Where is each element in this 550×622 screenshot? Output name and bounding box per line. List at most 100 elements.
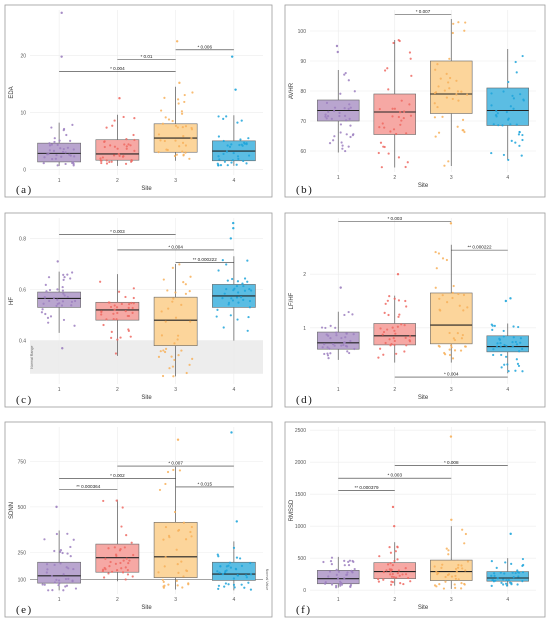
data-point <box>71 123 74 126</box>
data-point <box>229 314 232 317</box>
outlier-point <box>336 50 339 54</box>
data-point <box>130 541 133 544</box>
data-point <box>502 578 505 581</box>
data-point <box>434 68 437 71</box>
data-point <box>164 525 168 529</box>
data-point <box>330 556 334 559</box>
data-point <box>461 333 464 337</box>
data-point <box>64 577 68 581</box>
data-point <box>217 135 220 138</box>
outlier-point <box>235 520 238 523</box>
data-point <box>521 347 524 351</box>
data-point <box>517 575 520 578</box>
data-point <box>217 587 220 590</box>
data-point <box>121 571 125 574</box>
data-point <box>41 583 44 586</box>
data-point <box>512 576 515 579</box>
y-tick-label: 70 <box>300 119 306 125</box>
data-point <box>389 573 392 576</box>
data-point <box>173 154 177 158</box>
data-point <box>127 562 130 565</box>
data-point <box>347 560 350 563</box>
data-point <box>463 542 466 545</box>
data-point <box>391 107 394 110</box>
data-point <box>108 565 111 568</box>
data-point <box>339 580 342 583</box>
data-point <box>69 545 72 549</box>
box-3 <box>430 60 473 114</box>
data-point <box>328 570 332 573</box>
outlier-point <box>230 55 234 58</box>
data-point <box>325 101 329 104</box>
data-point <box>240 119 243 122</box>
data-point <box>501 124 504 127</box>
data-point <box>449 76 452 80</box>
x-tick-label: 4 <box>232 387 235 393</box>
data-point <box>109 305 113 309</box>
panel-5: 100 250 500 750 Normal Value * 0.007 * 0.002 * … <box>4 421 273 618</box>
data-point <box>493 324 496 328</box>
data-point <box>177 354 180 357</box>
data-point <box>434 250 437 254</box>
data-point <box>157 133 161 136</box>
data-point <box>245 142 248 145</box>
data-point <box>460 582 463 585</box>
panel-letter: (d) <box>296 394 313 406</box>
data-point <box>235 556 239 559</box>
data-point <box>162 538 165 541</box>
data-point <box>225 150 229 153</box>
significance-label: * 0.007 <box>168 461 183 466</box>
data-point <box>326 346 329 349</box>
data-point <box>226 164 229 167</box>
data-point <box>45 290 48 293</box>
data-point <box>131 575 134 578</box>
data-point <box>499 571 502 574</box>
outlier-point <box>509 297 512 300</box>
data-point <box>409 114 413 117</box>
data-point <box>59 562 62 565</box>
data-point <box>62 292 65 295</box>
data-point <box>405 344 408 347</box>
data-point <box>112 312 115 315</box>
y-tick-label: 0.6 <box>19 288 26 294</box>
data-point <box>218 571 221 574</box>
data-point <box>435 570 438 573</box>
significance-label: * 0.003 <box>387 216 402 221</box>
data-point <box>247 315 250 319</box>
data-point <box>395 352 398 355</box>
y-tick-label: 60 <box>300 149 306 155</box>
data-point <box>353 347 356 351</box>
data-point <box>496 342 499 345</box>
data-point <box>168 367 171 370</box>
data-point <box>511 94 514 97</box>
data-point <box>454 567 458 571</box>
significance-label: * 0.003 <box>387 473 402 478</box>
data-point <box>491 328 494 332</box>
data-point <box>125 147 128 150</box>
data-point <box>49 315 53 318</box>
data-point <box>100 159 103 162</box>
data-point <box>71 161 74 165</box>
outlier-point <box>391 505 395 509</box>
data-point <box>463 130 466 134</box>
data-point <box>444 580 447 583</box>
data-point <box>349 106 352 109</box>
y-tick-label: 0 <box>303 588 306 594</box>
data-point <box>460 90 463 93</box>
data-point <box>157 151 160 154</box>
data-point <box>460 337 464 340</box>
data-point <box>347 563 351 567</box>
box-3 <box>430 292 473 345</box>
data-point <box>114 562 117 565</box>
x-tick-label: 2 <box>116 178 119 184</box>
data-point <box>61 289 65 292</box>
data-point <box>113 546 116 549</box>
outlier-point <box>509 532 512 536</box>
data-point <box>443 164 446 167</box>
outlier-point <box>339 286 342 289</box>
panel-letter: (c) <box>16 394 33 406</box>
data-point <box>119 336 122 339</box>
box-4 <box>486 571 529 582</box>
data-point <box>123 143 126 146</box>
data-point <box>456 90 460 93</box>
